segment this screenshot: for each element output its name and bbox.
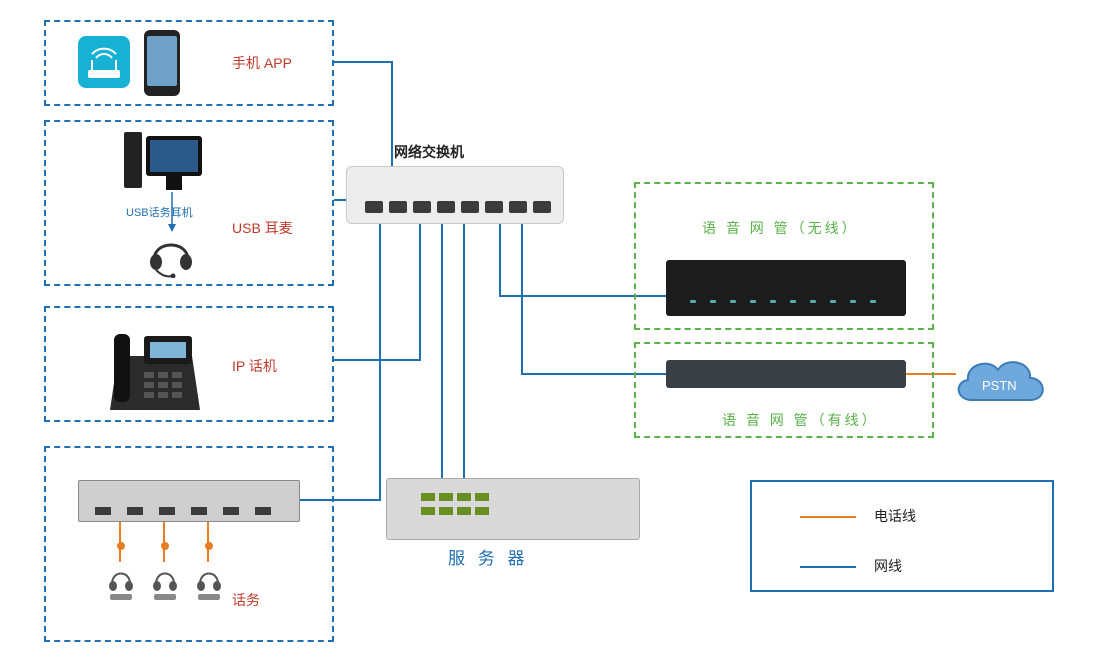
legend-phone-line: 电话线: [800, 506, 916, 526]
ip-phone-icon: [100, 316, 210, 417]
pstn-label: PSTN: [982, 378, 1017, 393]
group-agent: [44, 446, 334, 642]
headset-icon: [146, 230, 196, 283]
agent-headset-icon: [106, 564, 136, 609]
label-gateway-wireless: 语 音 网 管（无线）: [702, 218, 859, 238]
label-app: 手机 APP: [232, 53, 292, 73]
diagram-canvas: 手机 APP USB 耳麦 USB话务耳机 IP 话机 话务 网络交换机 服 务…: [0, 0, 1117, 669]
label-usb: USB 耳麦: [232, 218, 293, 238]
voice-gateway-wired-icon: [666, 360, 906, 388]
legend-phone-text: 电话线: [874, 508, 916, 524]
agent-gateway-icon: [78, 480, 300, 522]
label-usb-small: USB话务耳机: [126, 204, 193, 220]
label-switch: 网络交换机: [394, 142, 464, 162]
label-ipphone: IP 话机: [232, 356, 277, 376]
label-gateway-wired: 语 音 网 管（有线）: [722, 410, 879, 430]
pc-monitor-icon: [146, 136, 202, 176]
pstn-cloud-icon: PSTN: [948, 348, 1048, 423]
router-app-icon: [78, 36, 130, 88]
agent-headset-icon: [194, 564, 224, 609]
pc-tower-icon: [124, 132, 142, 188]
label-agent: 话务: [232, 590, 260, 610]
network-switch-icon: [346, 166, 564, 224]
legend-net-line: 网线: [800, 556, 902, 576]
smartphone-icon: [144, 30, 180, 96]
voice-gateway-wireless-icon: [666, 260, 906, 316]
server-icon: [386, 478, 640, 540]
legend-box: [750, 480, 1054, 592]
label-server: 服 务 器: [448, 544, 528, 569]
legend-net-text: 网线: [874, 558, 902, 574]
agent-headset-icon: [150, 564, 180, 609]
